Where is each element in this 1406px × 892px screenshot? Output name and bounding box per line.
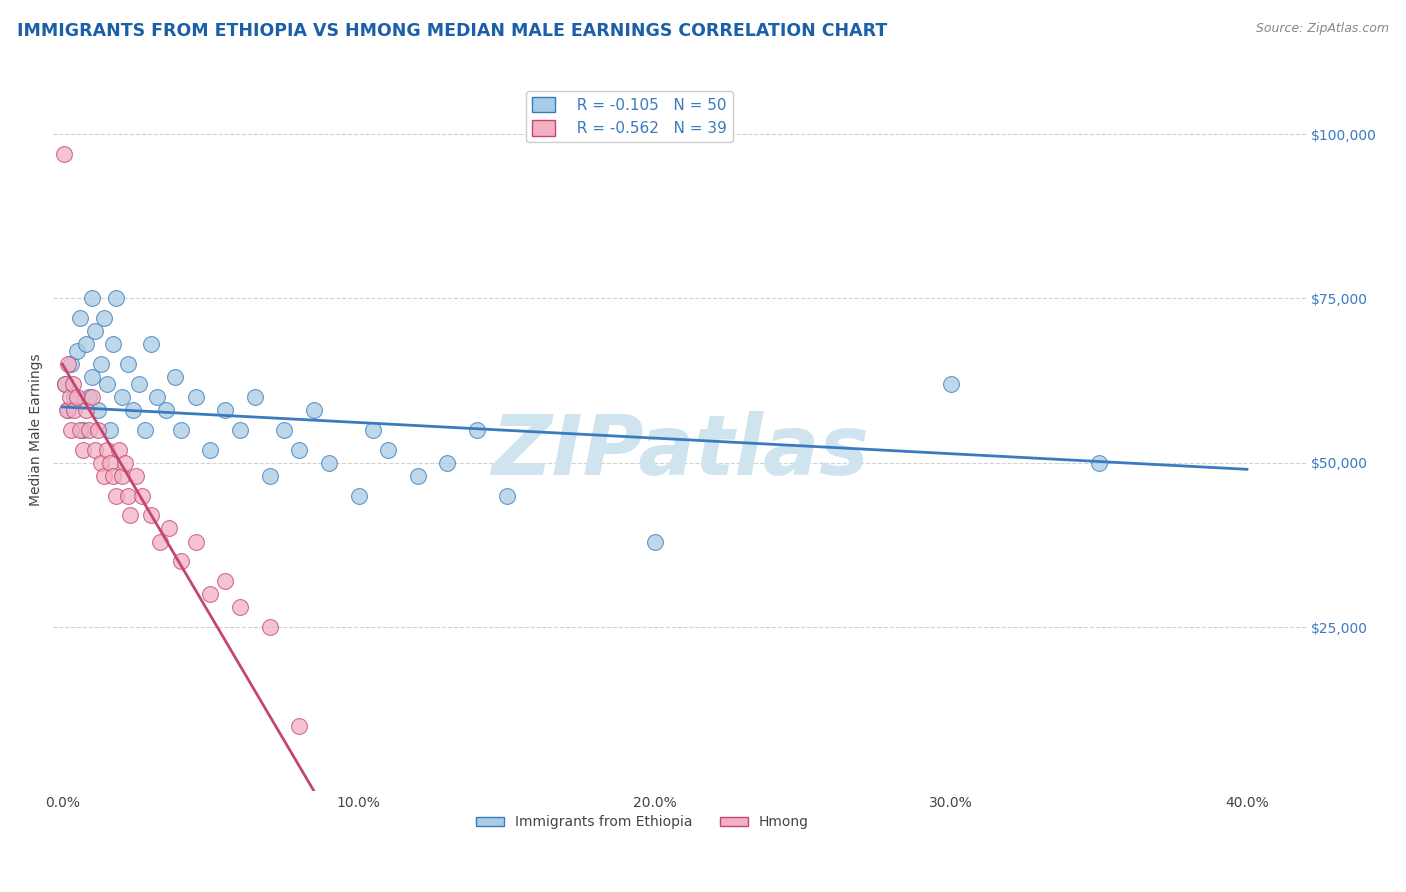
- Point: [114, 456, 136, 470]
- Point: [56, 403, 79, 417]
- Point: [229, 600, 252, 615]
- Point: [302, 403, 325, 417]
- Point: [60, 357, 83, 371]
- Point: [163, 370, 186, 384]
- Point: [80, 292, 103, 306]
- Point: [141, 508, 163, 523]
- Text: Source: ZipAtlas.com: Source: ZipAtlas.com: [1256, 22, 1389, 36]
- Point: [96, 442, 118, 457]
- Point: [149, 534, 172, 549]
- Point: [93, 311, 115, 326]
- Point: [77, 390, 100, 404]
- Point: [377, 442, 399, 457]
- Point: [75, 337, 97, 351]
- Point: [141, 337, 163, 351]
- Point: [110, 390, 132, 404]
- Point: [120, 508, 142, 523]
- Point: [66, 344, 89, 359]
- Point: [84, 324, 107, 338]
- Point: [229, 423, 252, 437]
- Point: [495, 489, 517, 503]
- Point: [93, 469, 115, 483]
- Point: [465, 423, 488, 437]
- Point: [288, 442, 311, 457]
- Point: [66, 390, 89, 404]
- Point: [58, 403, 80, 417]
- Point: [259, 469, 281, 483]
- Point: [96, 376, 118, 391]
- Point: [214, 403, 236, 417]
- Point: [146, 390, 169, 404]
- Text: ZIPatlas: ZIPatlas: [491, 411, 869, 492]
- Point: [134, 423, 156, 437]
- Point: [170, 423, 193, 437]
- Point: [117, 357, 139, 371]
- Point: [644, 534, 666, 549]
- Point: [80, 390, 103, 404]
- Point: [69, 311, 91, 326]
- Point: [53, 376, 76, 391]
- Point: [101, 469, 124, 483]
- Point: [104, 489, 127, 503]
- Point: [60, 423, 83, 437]
- Point: [128, 376, 150, 391]
- Point: [347, 489, 370, 503]
- Point: [69, 423, 91, 437]
- Point: [84, 442, 107, 457]
- Point: [131, 489, 153, 503]
- Point: [110, 469, 132, 483]
- Text: IMMIGRANTS FROM ETHIOPIA VS HMONG MEDIAN MALE EARNINGS CORRELATION CHART: IMMIGRANTS FROM ETHIOPIA VS HMONG MEDIAN…: [17, 22, 887, 40]
- Point: [87, 403, 110, 417]
- Point: [90, 357, 112, 371]
- Point: [125, 469, 148, 483]
- Point: [58, 357, 80, 371]
- Point: [157, 521, 180, 535]
- Point: [318, 456, 340, 470]
- Point: [117, 489, 139, 503]
- Point: [363, 423, 385, 437]
- Point: [53, 376, 76, 391]
- Point: [104, 292, 127, 306]
- Point: [436, 456, 458, 470]
- Point: [72, 442, 94, 457]
- Point: [243, 390, 266, 404]
- Point: [80, 370, 103, 384]
- Point: [101, 337, 124, 351]
- Point: [1384, 475, 1406, 490]
- Point: [107, 442, 129, 457]
- Point: [77, 423, 100, 437]
- Legend: Immigrants from Ethiopia, Hmong: Immigrants from Ethiopia, Hmong: [470, 810, 814, 835]
- Point: [90, 456, 112, 470]
- Point: [59, 390, 82, 404]
- Point: [200, 587, 222, 601]
- Point: [63, 403, 86, 417]
- Point: [184, 534, 207, 549]
- Point: [939, 376, 962, 391]
- Point: [200, 442, 222, 457]
- Point: [288, 718, 311, 732]
- Point: [273, 423, 295, 437]
- Point: [75, 403, 97, 417]
- Point: [155, 403, 177, 417]
- Point: [98, 423, 121, 437]
- Point: [87, 423, 110, 437]
- Point: [122, 403, 145, 417]
- Point: [406, 469, 429, 483]
- Point: [72, 423, 94, 437]
- Point: [52, 147, 75, 161]
- Point: [1088, 456, 1111, 470]
- Point: [259, 620, 281, 634]
- Point: [170, 554, 193, 568]
- Point: [98, 456, 121, 470]
- Point: [63, 390, 86, 404]
- Point: [214, 574, 236, 588]
- Y-axis label: Median Male Earnings: Median Male Earnings: [30, 353, 44, 506]
- Point: [184, 390, 207, 404]
- Point: [62, 376, 84, 391]
